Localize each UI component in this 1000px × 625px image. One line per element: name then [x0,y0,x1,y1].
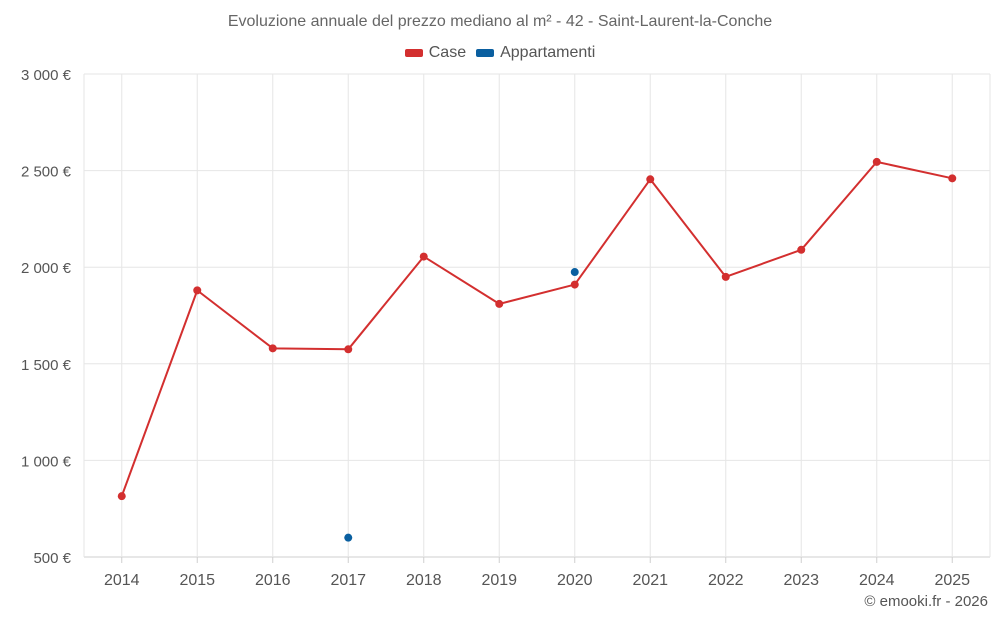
credit: © emooki.fr - 2026 [864,593,988,610]
data-point-appartamenti [570,268,579,277]
data-point-case [117,492,126,501]
data-point-case [948,174,957,183]
x-tick-label: 2024 [859,572,895,589]
chart-title: Evoluzione annuale del prezzo mediano al… [227,13,773,30]
x-tick-label: 2023 [783,572,819,589]
data-point-case [721,272,730,281]
y-tick-label: 500 € [33,550,71,567]
x-tick-label: 2019 [481,572,517,589]
legend-label-case: Case [428,44,467,61]
y-tick-label: 2 500 € [21,164,72,181]
data-point-case [872,157,881,166]
legend-item-case[interactable]: Case [404,44,467,62]
x-tick-label: 2014 [104,572,140,589]
x-tick-label: 2021 [632,572,668,589]
legend-swatch-appartamenti [476,49,495,57]
data-point-case [646,175,655,184]
data-point-case [570,280,579,289]
data-point-case [419,252,428,261]
y-tick-label: 1 000 € [21,453,72,470]
data-point-case [495,299,504,308]
y-tick-label: 2 000 € [21,260,72,277]
data-point-case [797,245,806,254]
x-tick-label: 2016 [255,572,291,589]
x-tick-label: 2020 [557,572,593,589]
y-tick-label: 1 500 € [21,357,72,374]
x-tick-label: 2018 [406,572,442,589]
x-tick-label: 2015 [179,572,215,589]
data-point-case [193,286,202,295]
data-point-appartamenti [344,533,353,542]
x-tick-label: 2022 [708,572,744,589]
x-tick-label: 2025 [934,572,970,589]
data-point-case [268,344,277,353]
x-tick-label: 2017 [330,572,366,589]
legend: Case Appartamenti [0,44,1000,62]
legend-label-appartamenti: Appartamenti [500,44,596,61]
y-tick-label: 3 000 € [21,67,72,84]
legend-swatch-case [404,49,423,57]
data-point-case [344,345,353,354]
series-line-case [120,160,953,497]
legend-item-appartamenti[interactable]: Appartamenti [476,44,595,62]
